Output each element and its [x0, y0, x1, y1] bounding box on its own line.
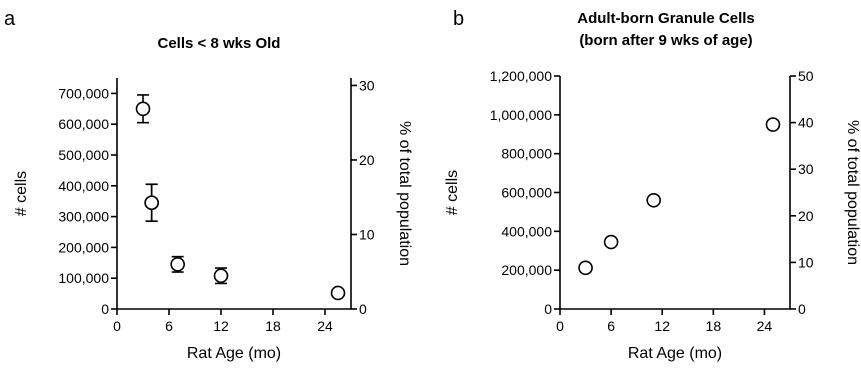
a-y-axis-label: # cells	[13, 171, 30, 216]
b-x-tick-label: 12	[654, 318, 670, 334]
chart-a-title: Cells < 8 wks Old	[158, 35, 281, 52]
b-y-tick-label: 1,000,000	[490, 107, 552, 123]
b-y2-tick-label: 40	[798, 115, 814, 131]
a-y2-tick-label: 30	[359, 77, 375, 93]
a-y-tick-label: 100,000	[58, 270, 109, 286]
b-y-tick-label: 600,000	[501, 185, 552, 201]
a-y2-tick-label: 20	[359, 152, 375, 168]
b-x-tick-label: 18	[706, 318, 722, 334]
a-x-tick-label: 18	[265, 318, 281, 334]
b-data-point	[646, 192, 662, 208]
chart-a: 0 6 12 18 24 0 100,000 200,000 300,000 400,000 500…	[13, 77, 413, 362]
chart-b-title-line-2: (born after 9 wks of age)	[579, 32, 752, 49]
a-x-tick-label: 6	[165, 318, 173, 334]
panel-letter-b: b	[453, 8, 464, 30]
b-x-tick-label: 24	[757, 318, 773, 334]
b-data-point	[578, 260, 593, 276]
chart-b-title-line-1: Adult-born Granule Cells	[577, 10, 755, 27]
b-y-tick-label: 1,200,000	[490, 68, 552, 84]
panel-letter-a: a	[4, 8, 16, 30]
b-y2-tick-label: 30	[798, 161, 814, 177]
a-x-tick-label: 12	[213, 318, 229, 334]
a-y-tick-label: 700,000	[58, 85, 109, 101]
b-y-tick-label: 0	[544, 301, 552, 317]
b-y2-tick-label: 0	[798, 301, 806, 317]
a-y-tick-label: 0	[101, 301, 109, 317]
a-data-point	[170, 257, 185, 272]
a-data-point	[213, 268, 229, 284]
b-x-tick-label: 6	[607, 318, 615, 334]
a-y-tick-label: 200,000	[58, 239, 109, 255]
a-data-point	[144, 195, 159, 211]
a-y-tick-label: 300,000	[58, 209, 109, 225]
b-y-tick-label: 400,000	[501, 223, 552, 239]
a-y2-tick-label: 10	[359, 226, 375, 242]
chart-b: 0 6 12 18 24 0 200,000 400,000 600,000 800,000 1,0…	[444, 68, 861, 362]
b-data-point	[603, 234, 619, 250]
a-y2-tick-label: 0	[359, 301, 367, 317]
a-y-tick-label: 400,000	[58, 178, 109, 194]
b-y2-tick-label: 20	[798, 208, 814, 224]
b-y-axis-label: # cells	[444, 170, 461, 215]
b-y2-axis-label: % of total population	[844, 120, 861, 265]
b-y2-tick-label: 10	[798, 254, 814, 270]
a-y-tick-label: 500,000	[58, 147, 109, 163]
b-x-tick-label: 0	[556, 318, 564, 334]
a-data-point	[135, 101, 151, 117]
a-x-tick-label: 24	[317, 318, 333, 334]
a-y2-axis-label: % of total population	[396, 121, 413, 266]
b-y2-tick-label: 50	[798, 68, 814, 84]
b-x-axis-label: Rat Age (mo)	[628, 345, 722, 362]
b-y-tick-label: 200,000	[501, 262, 552, 278]
b-data-point	[765, 117, 781, 132]
b-y-tick-label: 800,000	[501, 146, 552, 162]
a-data-point	[330, 285, 346, 301]
a-x-axis-label: Rat Age (mo)	[187, 345, 281, 362]
a-x-tick-label: 0	[113, 318, 121, 334]
a-y-tick-label: 600,000	[58, 116, 109, 132]
